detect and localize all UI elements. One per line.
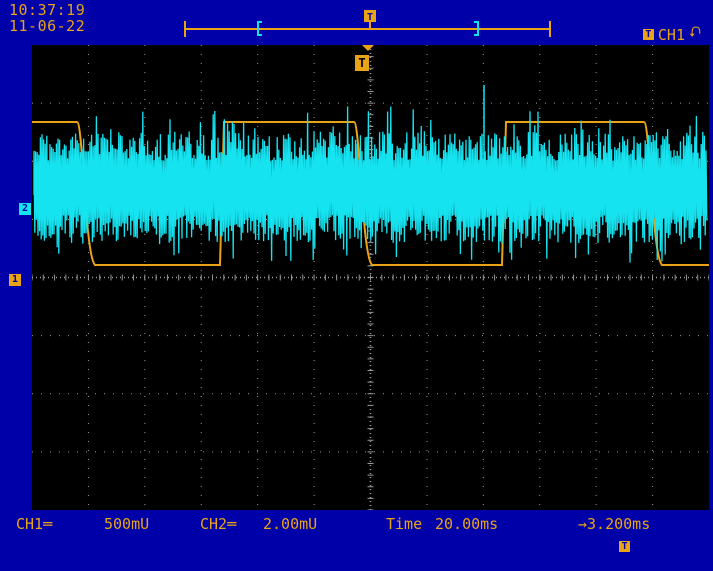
date-readout: 11-06-22 [9,17,86,35]
waveform-screen: T [31,44,710,511]
timebase-scale[interactable]: 20.00ms [435,515,499,533]
ch2-scale[interactable]: 2.00mU [263,515,318,533]
status-bar: 10:37:19 11-06-22 T T CH1 ⮏ [0,0,713,44]
graticule [31,44,710,511]
trigger-slope-icon: ⮏ [688,23,701,41]
ch2-trace [33,85,708,263]
memory-trigger-marker: T [367,12,373,23]
ch2-label[interactable]: CH2═ [200,515,237,533]
trigger-offset[interactable]: →3.200ms [578,515,651,533]
settings-bar: CH1═ 500mU CH2═ 2.00mU Time 20.00ms T →3… [0,510,713,552]
timebase-label[interactable]: Time [386,515,423,533]
clock-readout: 10:37:19 11-06-22 [9,2,85,34]
ch1-scale[interactable]: 500mU [104,515,150,533]
time-readout: 10:37:19 [9,1,86,19]
ch1-label[interactable]: CH1═ [16,515,53,533]
trigger-icon: T [642,29,654,40]
ch2-level-marker[interactable]: 2 [19,203,31,215]
ch1-level-marker[interactable]: 1 [9,274,21,286]
trigger-source: CH1 [657,25,685,44]
trigger-offset-icon: T [619,541,631,552]
oscilloscope-display: 10:37:19 11-06-22 T T CH1 ⮏ [0,0,713,552]
memory-position-bar[interactable]: T [0,0,713,44]
waveform-plot: T [31,44,710,511]
trigger-marker-letter: T [358,56,365,70]
trigger-status[interactable]: T CH1 ⮏ [642,22,701,47]
trigger-position-marker[interactable]: T [355,45,374,71]
